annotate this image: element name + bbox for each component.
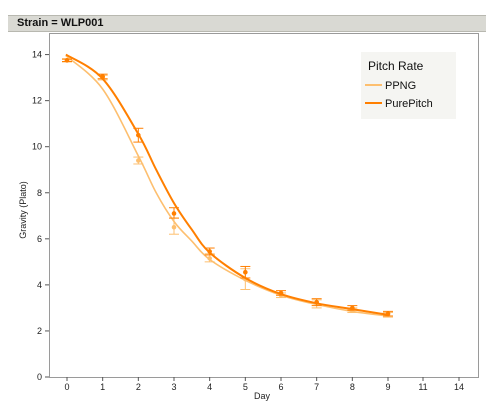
- x-tick-label: 1: [100, 382, 105, 392]
- legend-title: Pitch Rate: [368, 59, 424, 73]
- y-tick-label: 0: [37, 372, 42, 382]
- data-point-ppng: [207, 256, 212, 261]
- x-tick-label: 14: [454, 382, 464, 392]
- x-tick-label: 5: [243, 382, 248, 392]
- x-tick-label: 4: [207, 382, 212, 392]
- x-tick-label: 11: [418, 382, 427, 392]
- facet-strip-label: Strain = WLP001: [17, 17, 104, 29]
- data-point-purepitch: [385, 311, 391, 316]
- series-ppng: [62, 55, 393, 318]
- x-tick-label: 0: [64, 382, 69, 392]
- legend-entries: PPNG PurePitch: [365, 80, 433, 110]
- y-tick-label: 8: [37, 188, 42, 198]
- legend-label: PPNG: [385, 80, 416, 92]
- legend: Pitch Rate PPNG PurePitch: [361, 52, 456, 119]
- y-axis-title: Gravity (Plato): [18, 181, 28, 239]
- data-point-purepitch: [243, 269, 248, 275]
- data-point-ppng: [171, 225, 177, 230]
- y-tick-label: 4: [37, 280, 42, 290]
- x-tick-label: 8: [350, 382, 355, 392]
- fit-line-ppng: [65, 55, 389, 317]
- x-axis-title: Day: [254, 391, 271, 401]
- data-point-ppng: [136, 158, 141, 163]
- x-tick-label: 7: [314, 382, 319, 392]
- y-tick-label: 12: [32, 96, 42, 106]
- x-tick-label: 3: [171, 382, 176, 392]
- legend-label: PurePitch: [385, 98, 433, 110]
- y-tick-label: 14: [32, 50, 42, 60]
- series-layer: [62, 53, 393, 318]
- data-point-purepitch: [100, 74, 105, 79]
- y-tick-label: 2: [37, 326, 42, 336]
- data-point-purepitch: [136, 132, 141, 138]
- x-tick-label: 2: [136, 382, 141, 392]
- data-point-purepitch: [278, 290, 284, 296]
- data-point-purepitch: [171, 211, 177, 216]
- x-tick-label: 6: [278, 382, 283, 392]
- series-purepitch: [62, 53, 393, 317]
- y-tick-label: 10: [32, 142, 42, 152]
- x-axis: 0 1 2 3 4 5 6 7 8 9 11 14: [64, 377, 464, 392]
- legend-entry-purepitch: PurePitch: [365, 98, 433, 110]
- data-point-purepitch: [350, 305, 355, 311]
- legend-entry-ppng: PPNG: [365, 80, 416, 92]
- data-point-purepitch: [207, 249, 212, 254]
- facet-strip-header: Strain = WLP001: [8, 15, 486, 32]
- y-axis: 0 2 4 6 8 10 12 14: [32, 50, 49, 382]
- data-point-purepitch: [64, 58, 70, 63]
- plot-frame: [49, 33, 479, 378]
- data-point-purepitch: [314, 299, 319, 305]
- y-tick-label: 6: [37, 234, 42, 244]
- fit-line-purepitch: [65, 53, 389, 316]
- x-tick-label: 9: [385, 382, 390, 392]
